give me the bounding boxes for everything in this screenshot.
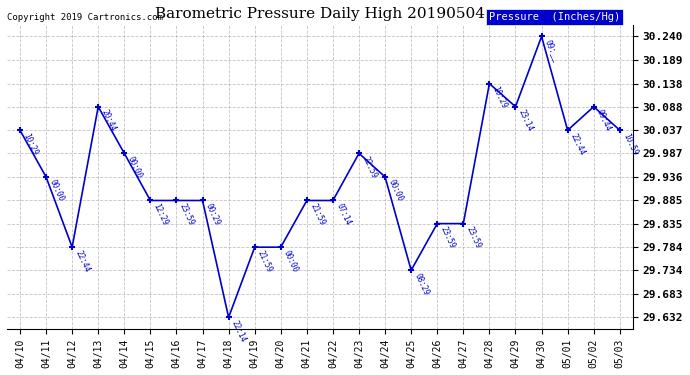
Text: 22:14: 22:14 xyxy=(230,319,248,344)
Text: 22:59: 22:59 xyxy=(360,155,378,180)
Text: 20:44: 20:44 xyxy=(99,108,117,133)
Text: 08:29: 08:29 xyxy=(413,272,431,296)
Text: 10:29: 10:29 xyxy=(21,132,39,156)
Text: 09:44: 09:44 xyxy=(595,108,613,133)
Text: 09:__: 09:__ xyxy=(543,38,561,63)
Title: Barometric Pressure Daily High 20190504: Barometric Pressure Daily High 20190504 xyxy=(155,7,485,21)
Text: Copyright 2019 Cartronics.com: Copyright 2019 Cartronics.com xyxy=(7,13,163,22)
Text: 22:44: 22:44 xyxy=(569,132,587,156)
Text: 21:59: 21:59 xyxy=(256,249,274,273)
Text: 10:29: 10:29 xyxy=(491,85,509,110)
Text: 23:59: 23:59 xyxy=(178,202,196,226)
Text: 23:59: 23:59 xyxy=(464,225,482,250)
Text: 00:00: 00:00 xyxy=(48,178,66,203)
Text: 23:14: 23:14 xyxy=(517,108,535,133)
Text: Pressure  (Inches/Hg): Pressure (Inches/Hg) xyxy=(489,12,620,22)
Text: 07:14: 07:14 xyxy=(335,202,353,226)
Text: 22:44: 22:44 xyxy=(74,249,92,273)
Text: 00:29: 00:29 xyxy=(204,202,222,226)
Text: 23:59: 23:59 xyxy=(439,225,457,250)
Text: 00:00: 00:00 xyxy=(386,178,404,203)
Text: 12:29: 12:29 xyxy=(152,202,170,226)
Text: 21:59: 21:59 xyxy=(308,202,326,226)
Text: 00:00: 00:00 xyxy=(282,249,300,273)
Text: 00:00: 00:00 xyxy=(126,155,144,180)
Text: 10:59: 10:59 xyxy=(621,132,639,156)
